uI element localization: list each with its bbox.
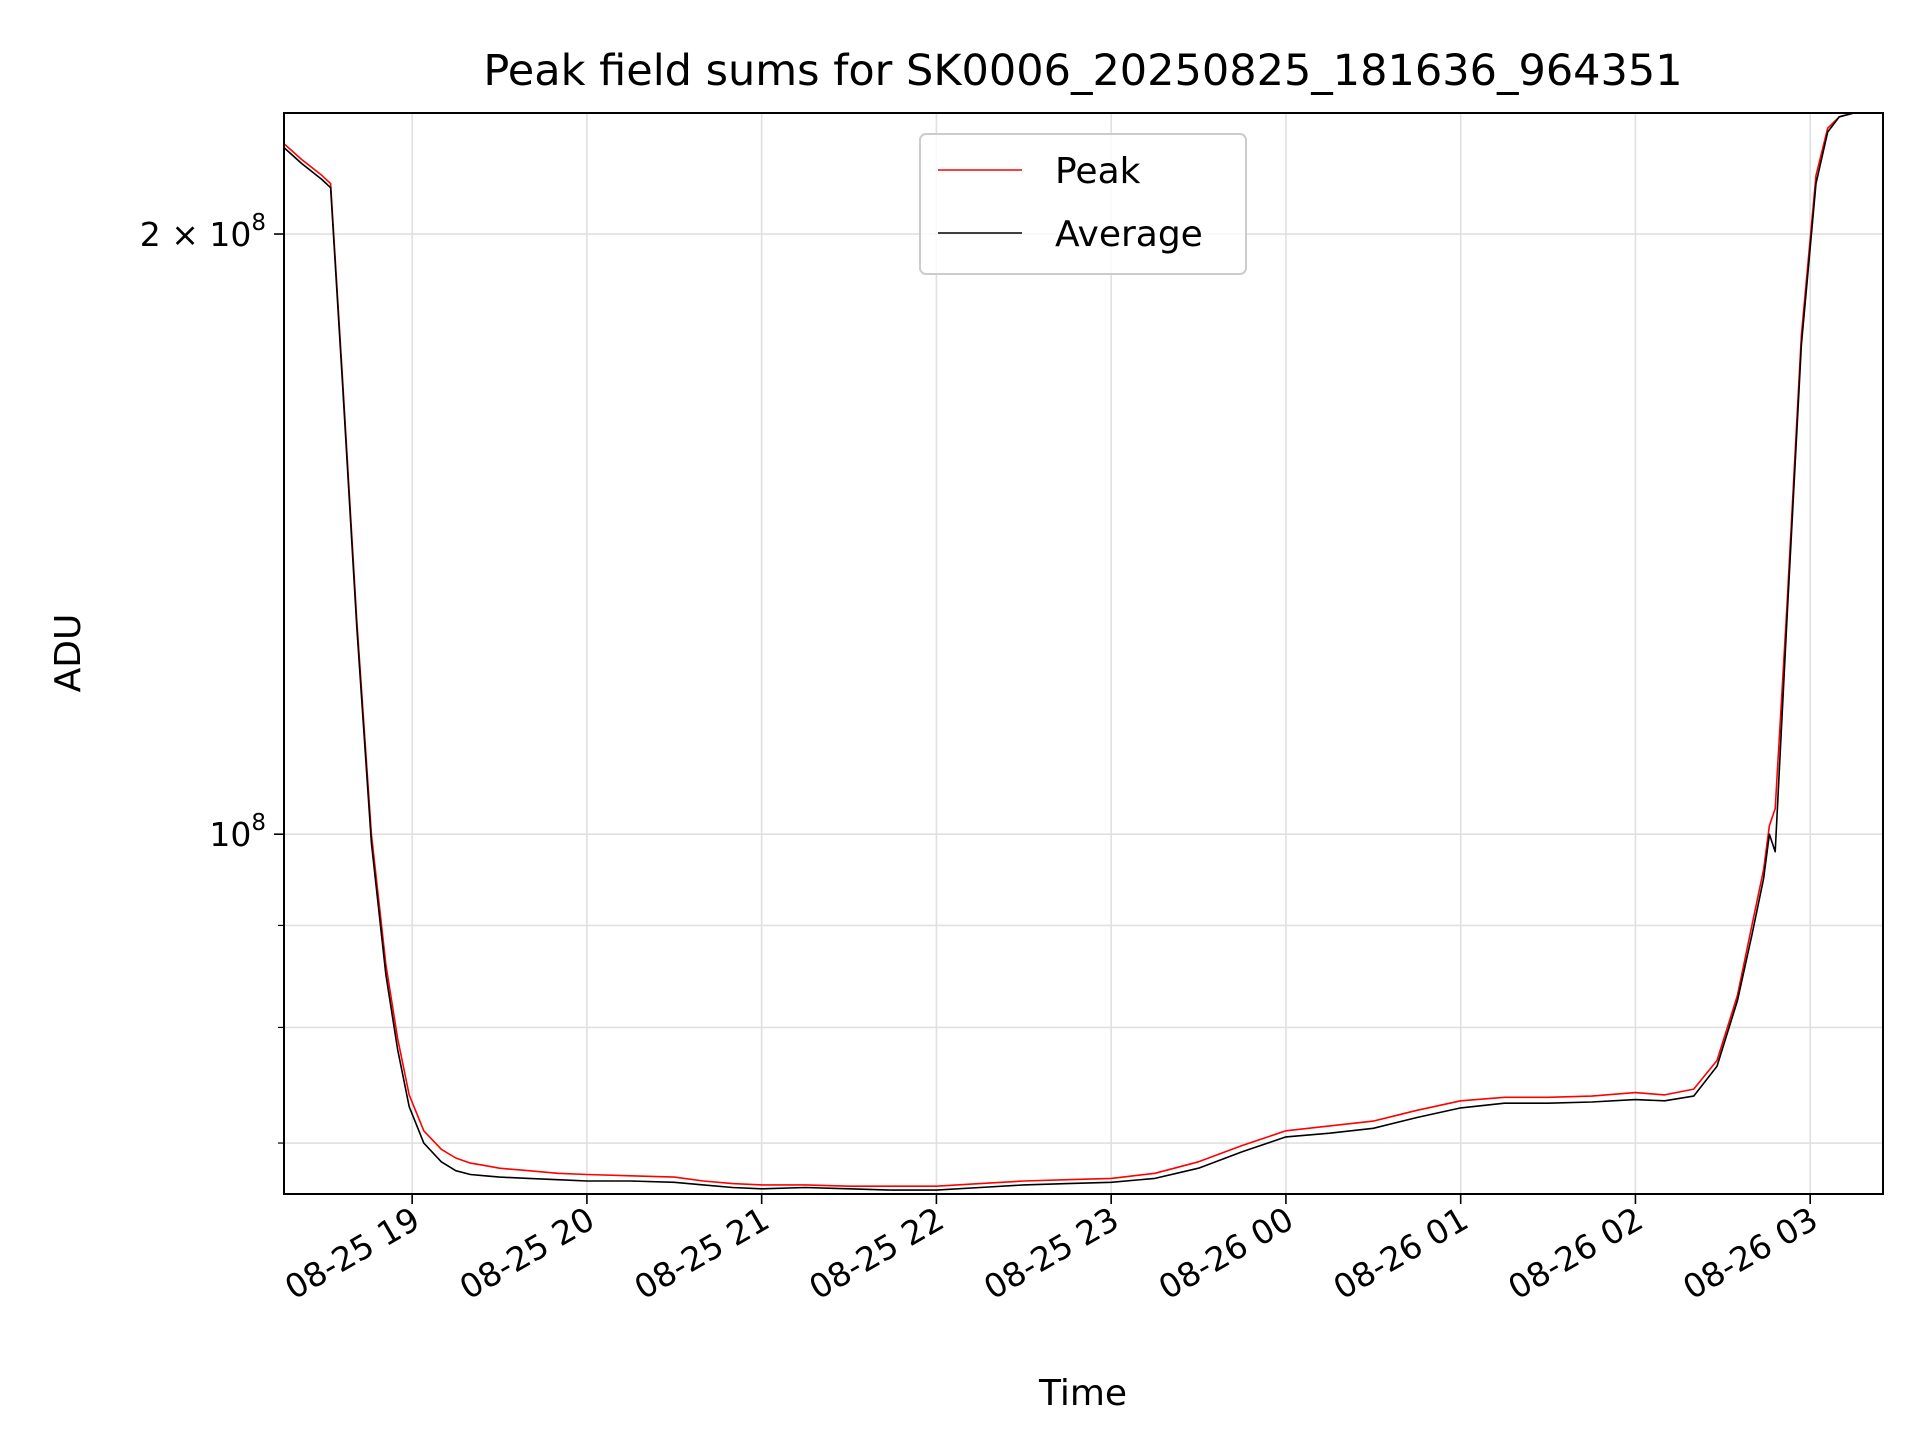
y-tick-label: 108 [209, 810, 266, 854]
legend: Peak Average [919, 133, 1247, 275]
y-tick-base: 10 [209, 215, 251, 254]
series-line-peak [283, 112, 1883, 1187]
y-tick-exponent: 8 [251, 810, 266, 836]
chart-title: Peak field sums for SK0006_20250825_1816… [483, 46, 1682, 96]
legend-label-peak: Peak [1055, 151, 1141, 192]
y-tick-exponent: 8 [251, 210, 266, 236]
series-line-average [283, 112, 1883, 1191]
plot-frame [283, 112, 1884, 1195]
legend-box [919, 133, 1247, 275]
legend-label-average: Average [1055, 214, 1203, 255]
series-layer [283, 112, 1883, 1191]
y-tick-multiplier: 2 × [140, 215, 210, 254]
y-tick-label: 2 × 108 [140, 210, 266, 254]
y-axis-label: ADU [48, 614, 89, 693]
y-tick-base: 10 [209, 815, 251, 854]
x-axis-label: Time [1038, 1373, 1127, 1414]
